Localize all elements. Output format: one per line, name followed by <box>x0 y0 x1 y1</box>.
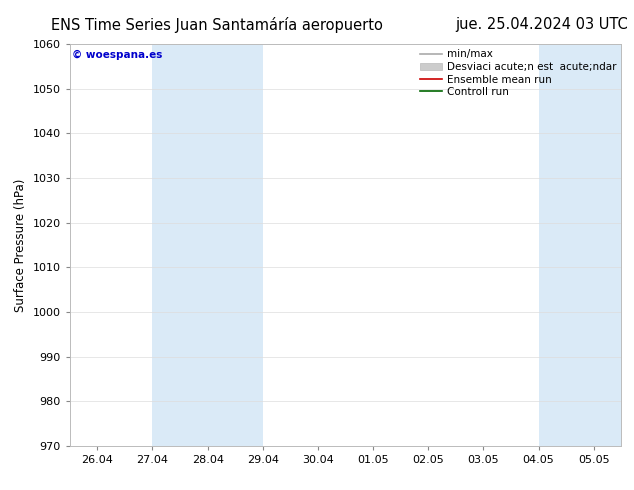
Bar <box>538 44 621 446</box>
Text: © woespana.es: © woespana.es <box>72 50 163 60</box>
Text: jue. 25.04.2024 03 UTC: jue. 25.04.2024 03 UTC <box>455 17 628 32</box>
Legend: min/max, Desviaci acute;n est  acute;ndar, Ensemble mean run, Controll run: min/max, Desviaci acute;n est acute;ndar… <box>417 47 618 99</box>
Y-axis label: Surface Pressure (hPa): Surface Pressure (hPa) <box>14 178 27 312</box>
Bar <box>152 44 262 446</box>
Text: ENS Time Series Juan Santamáría aeropuerto: ENS Time Series Juan Santamáría aeropuer… <box>51 17 382 33</box>
